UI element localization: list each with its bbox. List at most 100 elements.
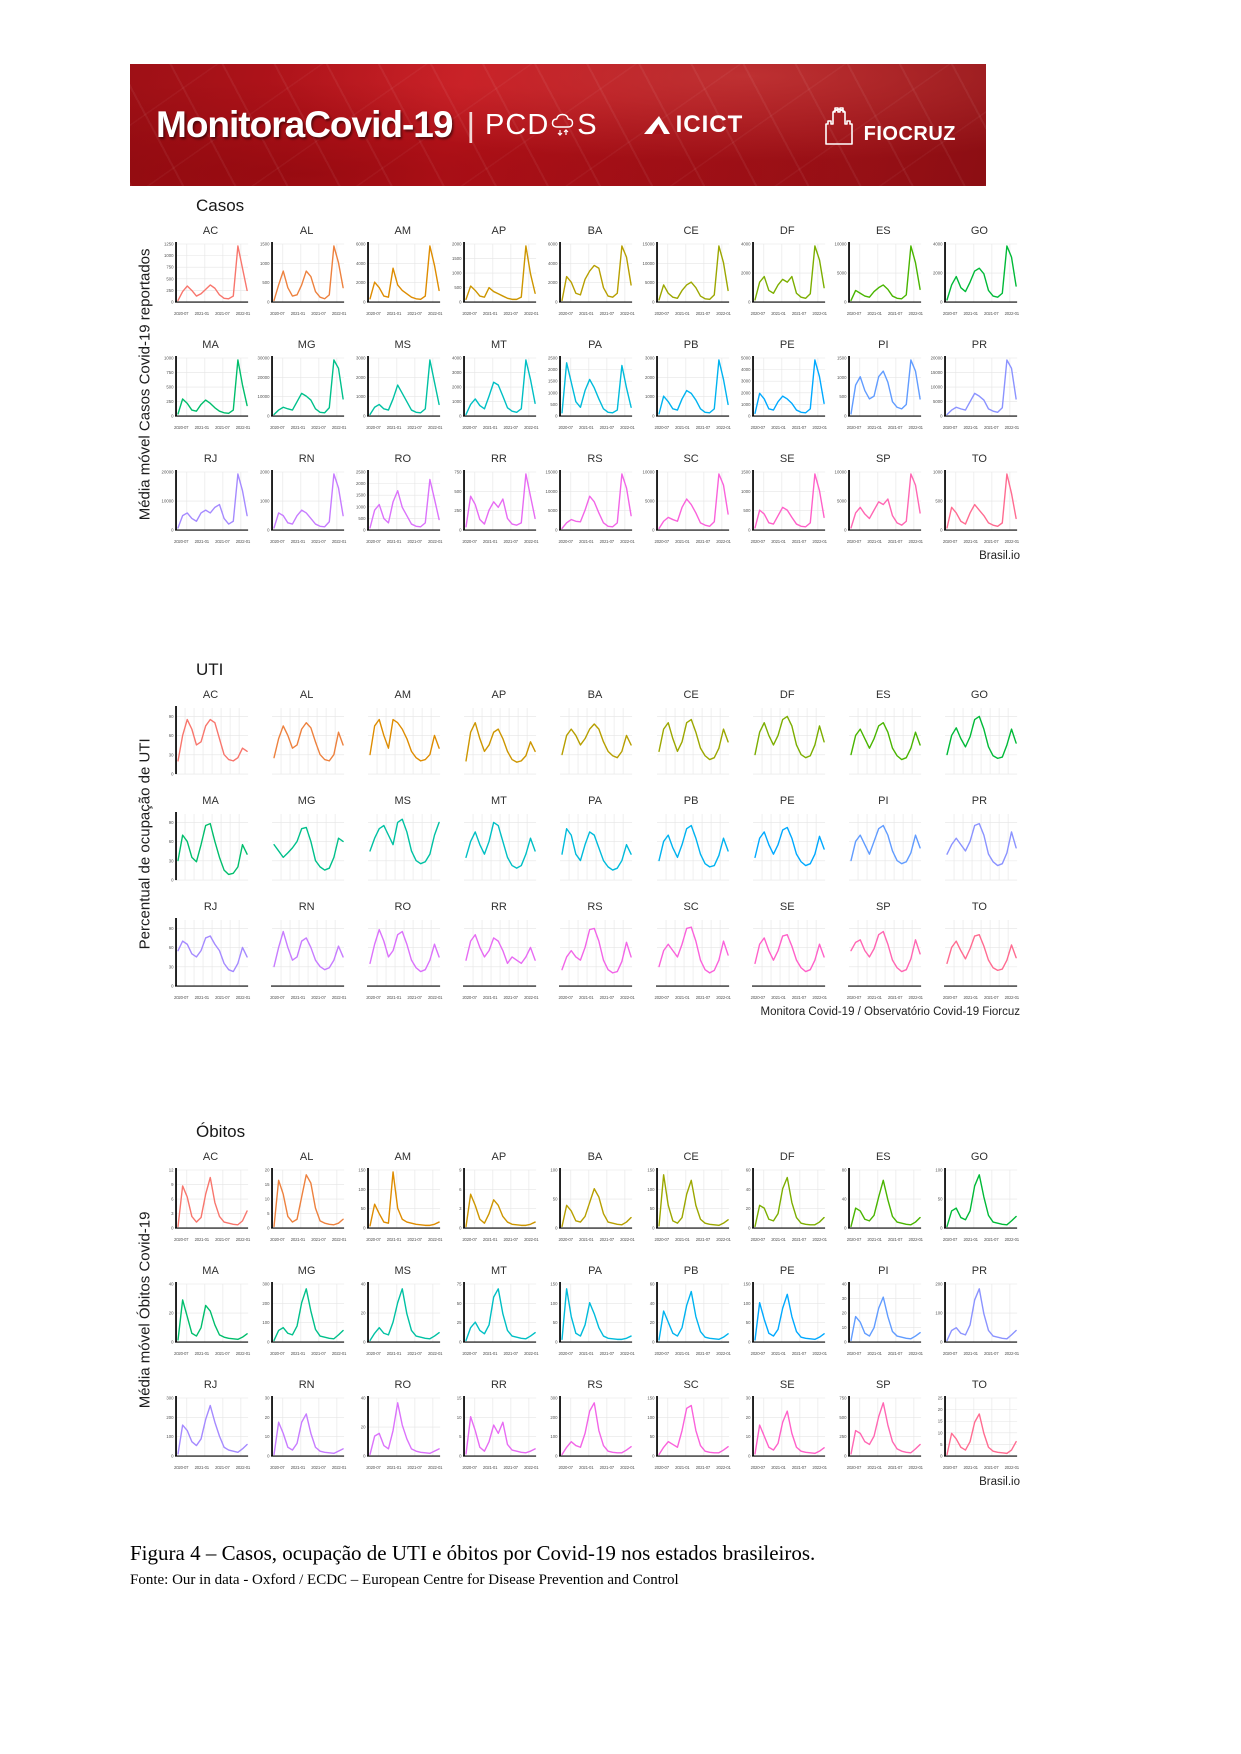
x-tick-label: 2020-07 xyxy=(366,1237,381,1243)
svg-text:20000: 20000 xyxy=(930,356,943,361)
x-tick-label: 2022-01 xyxy=(812,425,827,431)
facet-title: RJ xyxy=(203,453,218,466)
fiocruz-castle-icon xyxy=(824,107,853,145)
facet-plot-mt: 75 50 25 0 xyxy=(457,1282,537,1345)
svg-text:10000: 10000 xyxy=(546,489,559,494)
svg-text:0: 0 xyxy=(940,1226,943,1231)
svg-text:4000: 4000 xyxy=(741,367,751,372)
x-tick-label: 2021-07 xyxy=(599,539,615,545)
facet-uti-mt: MT xyxy=(448,794,539,888)
svg-text:0: 0 xyxy=(363,528,366,533)
facet-casos-go: GO 4000 2000 0 2020-07 2021-01 2021-07 2022-01 xyxy=(929,224,1020,316)
x-tick-label: 2021-07 xyxy=(695,539,711,545)
x-tick-label: 2020-07 xyxy=(846,1465,862,1471)
facet-plot-ro: 2500 2000 1500 1000 500 0 xyxy=(356,470,441,533)
facet-plot-pb xyxy=(656,814,729,881)
svg-text:40: 40 xyxy=(842,1282,847,1287)
x-tick-label: 2022-01 xyxy=(812,311,827,317)
svg-text:50: 50 xyxy=(361,1206,366,1211)
x-axis-ticks: 2020-07 2021-01 2021-07 2022-01 xyxy=(641,994,732,1000)
x-tick-label: 2022-01 xyxy=(812,1465,827,1471)
facet-uti-pa: PA xyxy=(544,794,635,888)
x-tick-label: 2020-07 xyxy=(654,311,670,317)
facet-title: AC xyxy=(202,225,219,237)
x-tick-label: 2020-07 xyxy=(174,1351,189,1357)
x-tick-label: 2020-07 xyxy=(270,1237,285,1243)
facet-plot-rn: 2000 1000 0 xyxy=(260,470,345,533)
svg-text:10: 10 xyxy=(842,1325,847,1330)
svg-text:0: 0 xyxy=(363,1340,366,1345)
x-tick-label: 2021-07 xyxy=(695,1351,711,1357)
svg-text:0: 0 xyxy=(459,1340,462,1345)
x-tick-label: 2021-01 xyxy=(579,995,594,1001)
x-tick-label: 2020-07 xyxy=(174,995,189,1001)
facet-plot-ap xyxy=(464,708,537,775)
x-tick-label: 2021-07 xyxy=(887,995,903,1001)
facet-plot-df xyxy=(752,708,825,775)
facet-title: PI xyxy=(878,1265,889,1278)
svg-text:30: 30 xyxy=(265,1396,270,1401)
svg-text:20: 20 xyxy=(745,1206,750,1211)
x-axis-ticks: 2020-07 2021-01 2021-07 2022-01 xyxy=(256,538,347,544)
svg-text:50: 50 xyxy=(553,1197,558,1202)
svg-text:0: 0 xyxy=(844,414,847,419)
x-tick-label: 2021-07 xyxy=(984,1351,999,1357)
facet-casos-ce: CE 15000 10000 5000 0 2020-07 2021-01 2021-07 20… xyxy=(641,224,732,316)
svg-text:1000: 1000 xyxy=(356,505,366,510)
x-tick-label: 2021-01 xyxy=(867,1351,882,1357)
facet-plot-rs: 300 200 100 0 xyxy=(551,1396,633,1459)
svg-text:100: 100 xyxy=(262,1320,270,1325)
x-axis-ticks: 2020-07 2021-01 2021-07 2022-01 xyxy=(160,310,251,316)
x-tick-label: 2020-07 xyxy=(750,311,766,317)
svg-text:0: 0 xyxy=(556,414,559,419)
x-axis-ticks: 2020-07 2021-01 2021-07 2022-01 xyxy=(352,1350,443,1356)
facet-uti-ro: RO 2020-07 2021-01 2021-07 2022-01 xyxy=(352,900,443,1000)
x-tick-label: 2020-07 xyxy=(654,1351,670,1357)
facet-obitos-rj: RJ 300 200 100 0 2020-07 2021-01 2021-07 2022-01 xyxy=(160,1378,251,1470)
svg-text:3000: 3000 xyxy=(356,356,366,361)
x-tick-label: 2022-01 xyxy=(908,425,924,431)
svg-text:80: 80 xyxy=(842,1168,847,1173)
x-tick-label: 2021-01 xyxy=(290,995,306,1001)
svg-text:10000: 10000 xyxy=(930,385,943,390)
svg-text:1250: 1250 xyxy=(164,242,174,247)
x-axis-ticks: 2020-07 2021-01 2021-07 2022-01 xyxy=(352,424,443,430)
x-tick-label: 2020-07 xyxy=(846,539,862,545)
facet-casos-pb: PB 3000 2000 1000 0 2020-07 2021-01 2021-07 2022… xyxy=(641,338,732,430)
x-axis-ticks: 2020-07 2021-01 2021-07 2022-01 xyxy=(737,538,828,544)
svg-text:5: 5 xyxy=(940,1442,943,1447)
x-axis-ticks: 2020-07 2021-01 2021-07 2022-01 xyxy=(929,1464,1020,1470)
x-tick-label: 2022-01 xyxy=(716,1465,731,1471)
svg-text:1500: 1500 xyxy=(741,470,751,475)
facet-plot-mt xyxy=(464,814,537,881)
x-tick-label: 2020-07 xyxy=(270,539,285,545)
x-tick-label: 2021-01 xyxy=(290,311,306,317)
facet-plot-mg: 30000 20000 10000 0 xyxy=(258,356,345,419)
facet-title: PR xyxy=(971,795,988,808)
svg-text:150: 150 xyxy=(647,1168,655,1173)
x-tick-label: 2020-07 xyxy=(750,539,766,545)
facet-plot-es: 10000 5000 0 xyxy=(834,242,921,305)
x-tick-label: 2021-07 xyxy=(599,311,615,317)
x-tick-label: 2021-01 xyxy=(579,1465,594,1471)
facet-casos-ms: MS 3000 2000 1000 0 2020-07 2021-01 2021-07 2022… xyxy=(352,338,443,430)
facet-title: TO xyxy=(971,901,987,914)
x-tick-label: 2021-01 xyxy=(290,1351,306,1357)
x-tick-label: 2021-01 xyxy=(675,539,690,545)
x-tick-label: 2020-07 xyxy=(654,425,670,431)
x-axis-ticks: 2020-07 2021-01 2021-07 2022-01 xyxy=(544,1236,635,1242)
x-tick-label: 2022-01 xyxy=(908,1237,924,1243)
x-tick-label: 2022-01 xyxy=(620,539,635,545)
x-tick-label: 2022-01 xyxy=(716,539,731,545)
facet-obitos-ma: MA 40 20 0 2020-07 2021-01 2021-07 2022-01 xyxy=(160,1264,251,1356)
facet-title: RR xyxy=(490,453,507,466)
svg-text:0: 0 xyxy=(556,300,559,305)
x-tick-label: 2021-01 xyxy=(386,1351,402,1357)
facet-plot-ce: 150 100 50 0 xyxy=(647,1168,729,1231)
svg-text:30: 30 xyxy=(842,1296,847,1301)
svg-text:6000: 6000 xyxy=(548,242,558,247)
svg-text:500: 500 xyxy=(166,385,174,390)
pcdas-cloud-icon xyxy=(552,113,574,136)
facet-plot-df: 60 40 20 0 xyxy=(745,1168,825,1231)
facet-title: RS xyxy=(587,901,603,914)
